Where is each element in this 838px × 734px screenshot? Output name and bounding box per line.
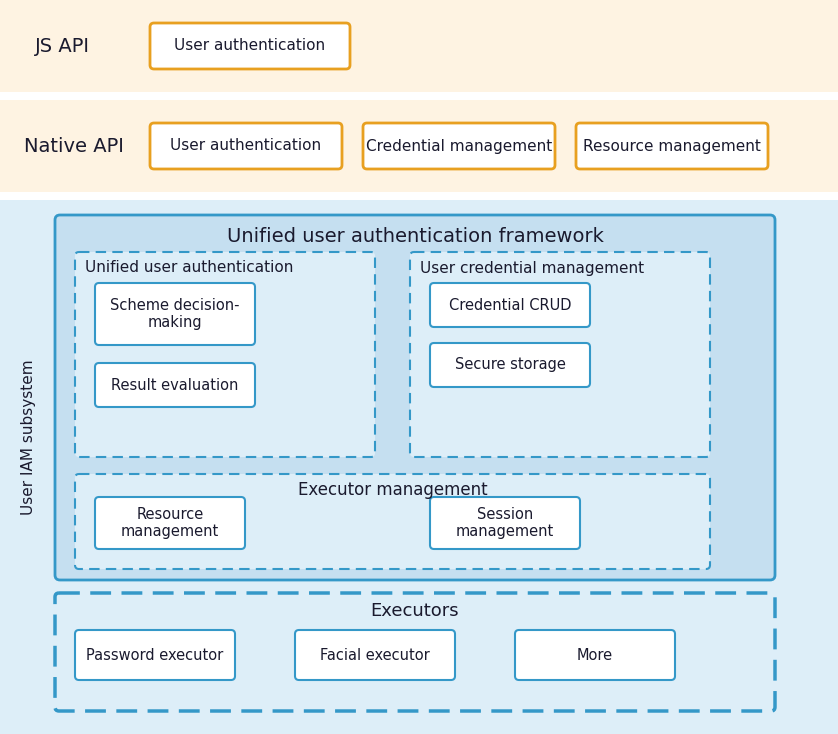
FancyBboxPatch shape xyxy=(150,123,342,169)
FancyBboxPatch shape xyxy=(515,630,675,680)
Text: Result evaluation: Result evaluation xyxy=(111,377,239,393)
Text: Resource
management: Resource management xyxy=(121,506,219,539)
Text: Unified user authentication framework: Unified user authentication framework xyxy=(226,228,603,247)
FancyBboxPatch shape xyxy=(430,343,590,387)
Text: User authentication: User authentication xyxy=(170,139,322,153)
FancyBboxPatch shape xyxy=(95,363,255,407)
Text: Executors: Executors xyxy=(370,602,459,620)
FancyBboxPatch shape xyxy=(75,474,710,569)
Text: User authentication: User authentication xyxy=(174,38,325,54)
Text: User credential management: User credential management xyxy=(420,261,644,275)
FancyBboxPatch shape xyxy=(0,0,838,92)
Text: Unified user authentication: Unified user authentication xyxy=(85,261,293,275)
FancyBboxPatch shape xyxy=(363,123,555,169)
FancyBboxPatch shape xyxy=(430,497,580,549)
Text: Session
management: Session management xyxy=(456,506,554,539)
FancyBboxPatch shape xyxy=(150,23,350,69)
FancyBboxPatch shape xyxy=(410,252,710,457)
FancyBboxPatch shape xyxy=(0,100,838,192)
Text: Secure storage: Secure storage xyxy=(454,357,566,372)
Text: Facial executor: Facial executor xyxy=(320,647,430,663)
FancyBboxPatch shape xyxy=(430,283,590,327)
Text: Credential management: Credential management xyxy=(366,139,552,153)
FancyBboxPatch shape xyxy=(55,215,775,580)
FancyBboxPatch shape xyxy=(576,123,768,169)
Text: Executor management: Executor management xyxy=(297,481,488,499)
FancyBboxPatch shape xyxy=(55,593,775,711)
FancyBboxPatch shape xyxy=(0,200,838,734)
FancyBboxPatch shape xyxy=(95,497,245,549)
Text: Resource management: Resource management xyxy=(583,139,761,153)
Text: Scheme decision-
making: Scheme decision- making xyxy=(111,298,240,330)
FancyBboxPatch shape xyxy=(95,283,255,345)
Text: Password executor: Password executor xyxy=(86,647,224,663)
Text: Native API: Native API xyxy=(24,137,124,156)
FancyBboxPatch shape xyxy=(75,630,235,680)
FancyBboxPatch shape xyxy=(295,630,455,680)
Text: JS API: JS API xyxy=(34,37,90,56)
Text: More: More xyxy=(577,647,613,663)
FancyBboxPatch shape xyxy=(75,252,375,457)
Text: User IAM subsystem: User IAM subsystem xyxy=(20,360,35,515)
Text: Credential CRUD: Credential CRUD xyxy=(449,297,572,313)
